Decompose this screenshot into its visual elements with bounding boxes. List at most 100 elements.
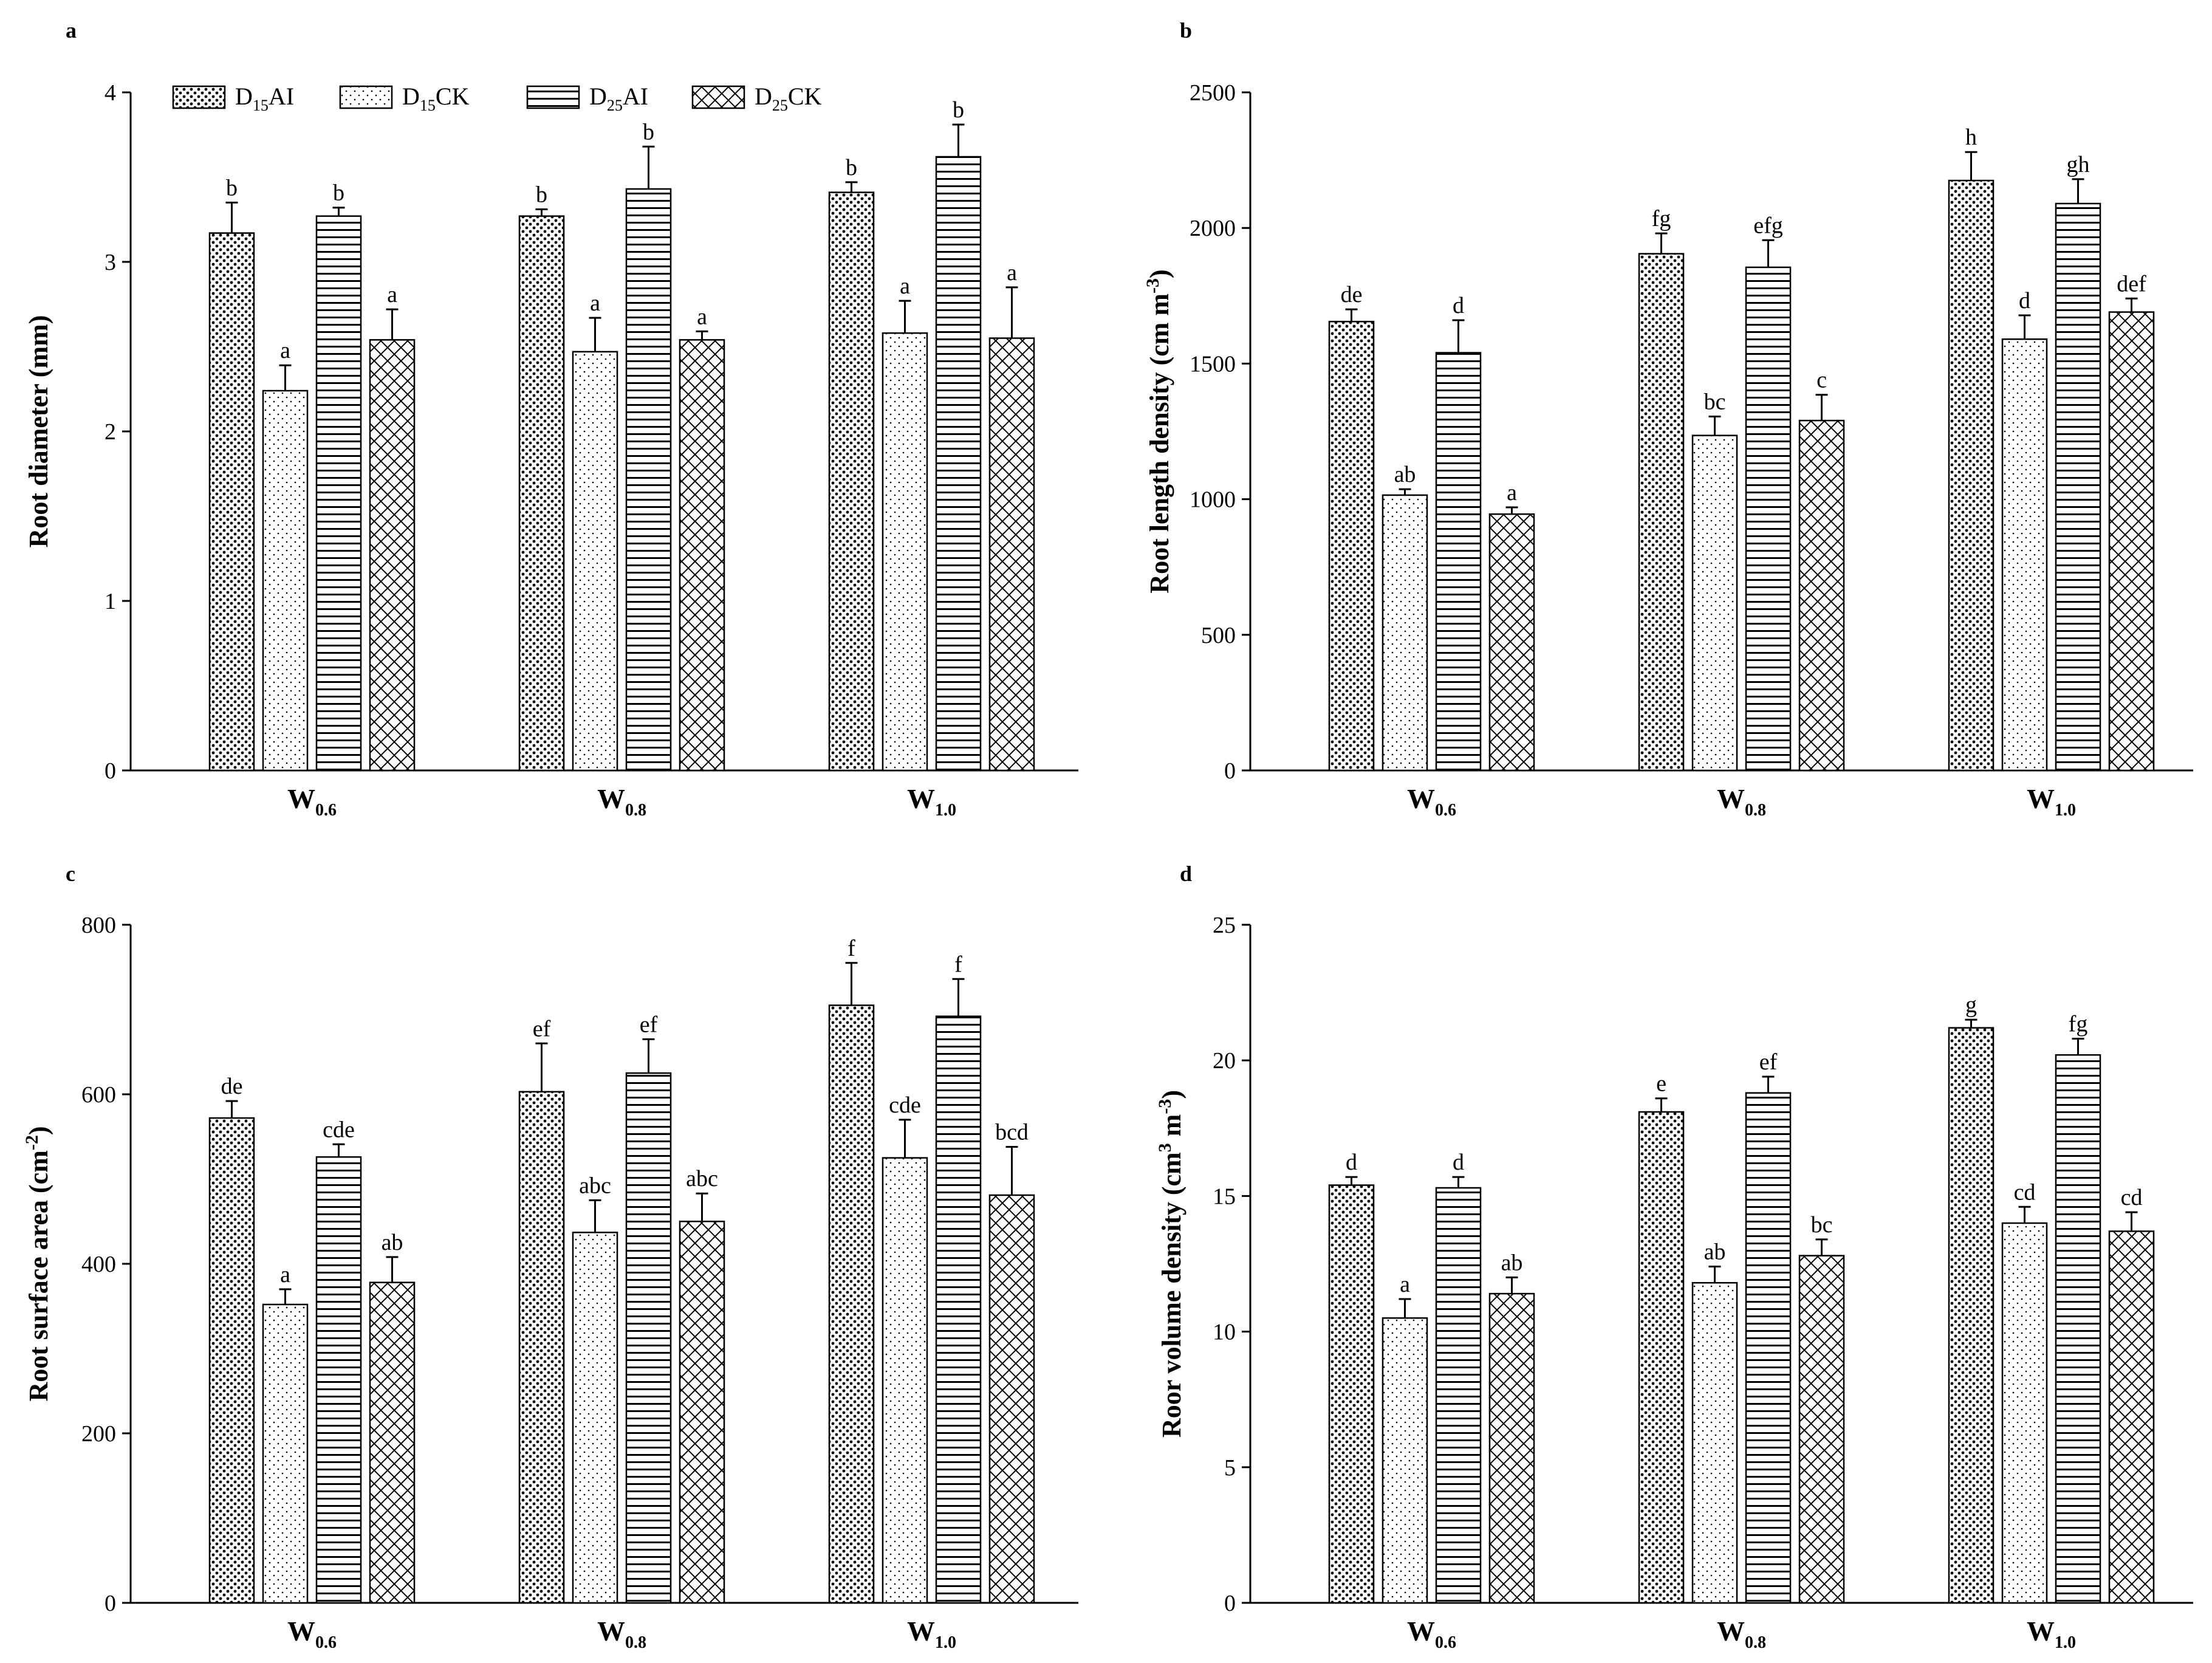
significance-label: e (1656, 1071, 1666, 1097)
bar-D25CK-W0.6 (369, 1281, 416, 1604)
significance-label: bc (1704, 389, 1726, 414)
significance-label: ab (382, 1230, 403, 1255)
bar-D15AI-W1.0 (828, 191, 875, 772)
y-tick-label: 5 (1224, 1455, 1236, 1481)
significance-label: d (1453, 293, 1464, 318)
bar-D15CK-W0.8 (572, 351, 618, 772)
panel-a-letter: a (66, 18, 77, 43)
bar-D15CK-W0.6 (262, 1303, 309, 1604)
significance-label: d (1453, 1150, 1464, 1175)
x-category-label: W0.6 (1407, 1616, 1456, 1652)
bar-D15CK-W1.0 (882, 332, 928, 772)
legend-label: D15AI (235, 83, 294, 114)
significance-label: def (2117, 271, 2146, 297)
y-axis-label-sup: -2 (22, 1135, 42, 1150)
bar-D15CK-W1.0 (2001, 1222, 2048, 1604)
bar-D25AI-W1.0 (2055, 1054, 2101, 1604)
significance-label: a (387, 282, 397, 307)
significance-label: d (1346, 1150, 1357, 1175)
significance-label: h (1965, 125, 1977, 150)
bar-D15AI-W1.0 (828, 1004, 875, 1604)
x-category-label: W1.0 (907, 783, 956, 820)
bar-D15AI-W0.8 (1638, 253, 1685, 772)
y-axis-label-text: Roor volume density (cm (1157, 1152, 1186, 1438)
bar-D25AI-W0.8 (625, 188, 672, 772)
y-tick-label: 0 (1224, 758, 1236, 784)
bar-D25CK-W1.0 (2108, 1230, 2155, 1604)
panel-b-letter: b (1180, 18, 1192, 43)
bar-D25CK-W0.8 (1798, 1255, 1845, 1604)
bar-D25CK-W0.8 (679, 339, 725, 772)
chart-panel-c: 0 200 400 600 800 Root surface area (cm-2) W0.… (22, 913, 1078, 1652)
y-axis-label-text: Root surface area (cm (24, 1150, 53, 1401)
bar-D25AI-W0.6 (1435, 1187, 1482, 1604)
significance-label: cd (2121, 1185, 2143, 1210)
significance-label: a (590, 290, 600, 316)
significance-label: ab (1704, 1239, 1726, 1264)
bar-D15CK-W1.0 (2001, 338, 2048, 772)
bar-D15AI-W0.8 (1638, 1111, 1685, 1604)
legend-swatch (526, 85, 580, 109)
y-tick-label: 400 (81, 1252, 116, 1277)
significance-label: fg (1652, 206, 1671, 231)
bar-D15AI-W0.6 (1328, 320, 1375, 772)
bar-D15AI-W0.6 (208, 1117, 255, 1604)
y-axis-label-mid: m (1157, 1114, 1186, 1144)
significance-label: abc (579, 1173, 611, 1198)
bar-D15CK-W0.8 (1691, 1281, 1738, 1604)
significance-label: f (954, 952, 962, 977)
bar-D25AI-W0.6 (315, 1156, 362, 1604)
x-category-label: W1.0 (907, 1616, 956, 1652)
bar-D25AI-W0.8 (1745, 1092, 1792, 1604)
significance-label: b (953, 97, 964, 123)
significance-label: ab (1394, 462, 1416, 487)
y-axis-label: Roor volume density (cm3 m-3) (1155, 1090, 1186, 1438)
significance-label: f (847, 936, 855, 961)
legend: D15AI D15CK D25AI D25CK (172, 83, 822, 114)
y-tick-label: 2 (104, 419, 116, 445)
y-tick-label: 200 (81, 1421, 116, 1447)
significance-label: abc (686, 1166, 718, 1192)
bar-D15AI-W0.6 (208, 232, 255, 772)
legend-swatch (339, 85, 393, 109)
significance-label: ab (1501, 1250, 1523, 1275)
y-tick-label: 20 (1213, 1048, 1236, 1074)
chart-panel-d: 0 5 10 15 20 25 Roor volume density (cm3 m-3) W… (1155, 913, 2193, 1652)
bar-D25AI-W0.8 (625, 1072, 672, 1604)
y-tick-label: 2500 (1190, 80, 1236, 106)
significance-label: a (1400, 1272, 1410, 1297)
significance-label: a (900, 273, 910, 299)
y-tick-label: 3 (104, 250, 116, 275)
panel-c-letter: c (66, 862, 75, 886)
bar-D25CK-W1.0 (2108, 311, 2155, 772)
significance-label: c (1817, 368, 1827, 393)
y-tick-label: 10 (1213, 1320, 1236, 1345)
y-tick-label: 25 (1213, 913, 1236, 938)
legend-label: D15CK (402, 83, 470, 114)
significance-label: a (697, 304, 707, 329)
bar-D25AI-W1.0 (935, 1015, 982, 1604)
significance-label: cde (889, 1092, 921, 1118)
bar-D15CK-W0.6 (1382, 494, 1428, 772)
bar-D25AI-W1.0 (935, 156, 982, 772)
x-category-label: W0.6 (1407, 783, 1456, 820)
significance-label: ef (533, 1016, 551, 1041)
bar-D25AI-W0.8 (1745, 266, 1792, 772)
bar-D25CK-W1.0 (988, 337, 1035, 772)
bar-D25AI-W0.6 (1435, 352, 1482, 772)
bar-D15CK-W1.0 (882, 1157, 928, 1604)
bar-D15AI-W0.8 (518, 215, 565, 772)
bar-D25CK-W0.6 (369, 339, 416, 772)
y-tick-label: 0 (104, 1591, 116, 1616)
significance-label: ef (640, 1012, 658, 1037)
legend-swatch (691, 85, 745, 109)
significance-label: de (221, 1074, 243, 1099)
y-tick-label: 0 (1224, 1591, 1236, 1616)
panel-d-letter: d (1180, 862, 1192, 886)
significance-label: g (1965, 992, 1977, 1018)
y-axis-label: Root surface area (cm-2) (22, 1126, 53, 1401)
y-axis-label: Root diameter (mm) (24, 315, 53, 548)
bar-D15CK-W0.8 (1691, 434, 1738, 772)
x-category-label: W0.6 (287, 783, 337, 820)
